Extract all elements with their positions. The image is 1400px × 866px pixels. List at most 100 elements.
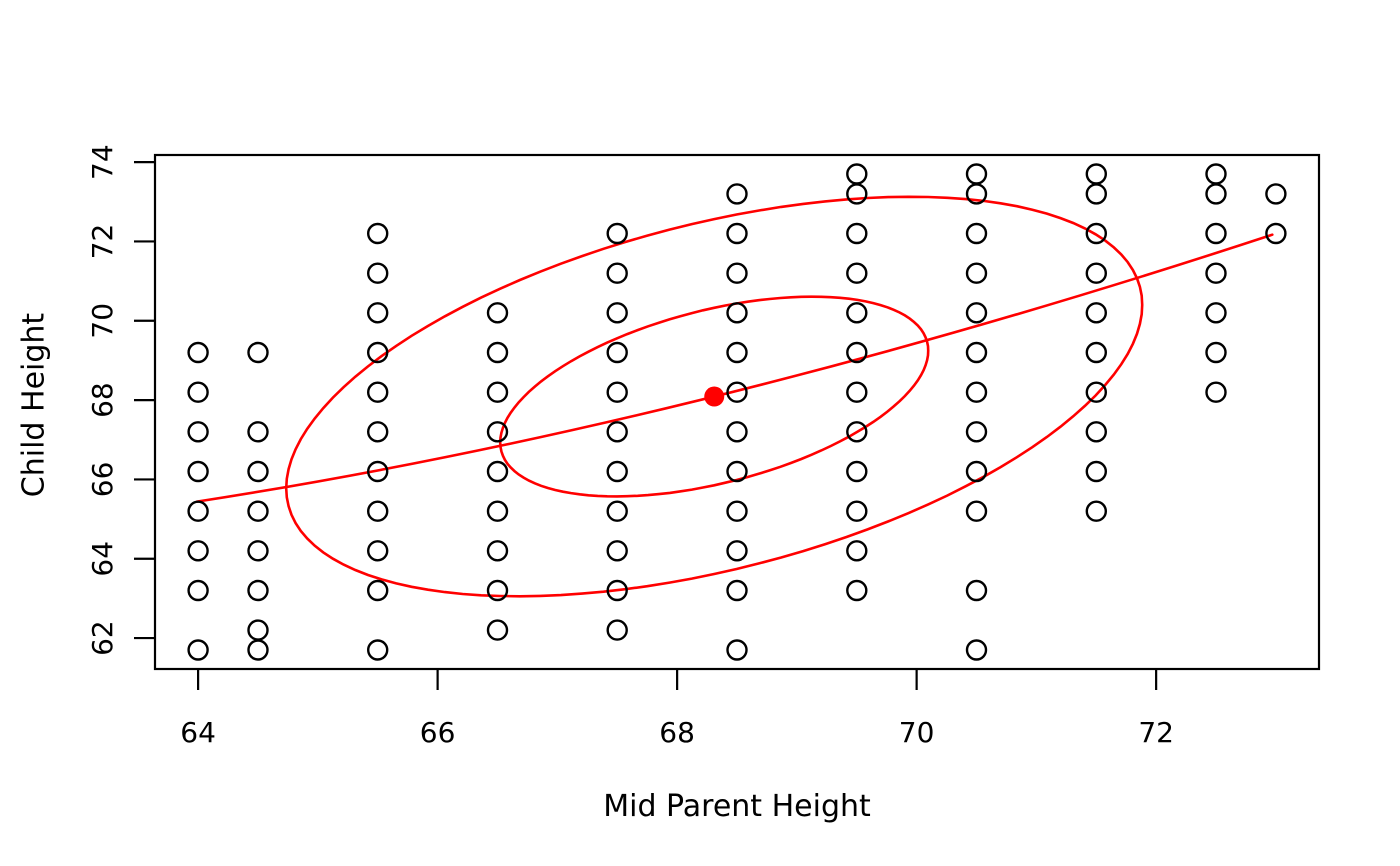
- data-point: [1265, 222, 1287, 245]
- data-point: [486, 619, 509, 641]
- x-tick-label: 72: [1138, 716, 1174, 749]
- y-axis-title: Child Height: [16, 312, 52, 498]
- data-point: [606, 579, 628, 602]
- data-point: [965, 262, 988, 284]
- data-point: [187, 639, 209, 661]
- x-tick-label: 70: [899, 716, 935, 749]
- data-point: [606, 540, 628, 562]
- data-point: [247, 341, 269, 364]
- data-point: [367, 579, 389, 602]
- data-point: [247, 500, 269, 522]
- data-point: [187, 381, 209, 403]
- data-point: [846, 222, 868, 245]
- data-point: [965, 639, 988, 661]
- data-point: [367, 500, 389, 522]
- data-point: [247, 421, 269, 443]
- data-point: [726, 579, 748, 602]
- data-point: [1085, 341, 1108, 364]
- data-point: [846, 500, 868, 522]
- x-tick-label: 66: [420, 716, 456, 749]
- data-point: [965, 381, 988, 403]
- y-tick-label: 68: [86, 382, 119, 418]
- data-point: [965, 222, 988, 245]
- data-point: [606, 460, 628, 483]
- data-point: [846, 163, 868, 185]
- data-point: [367, 381, 389, 403]
- data-point: [1085, 421, 1108, 443]
- data-point: [606, 222, 628, 245]
- data-point: [726, 500, 748, 522]
- data-point: [486, 381, 509, 403]
- data-point: [247, 540, 269, 562]
- data-point: [726, 540, 748, 562]
- data-point: [1085, 163, 1108, 185]
- data-point: [1205, 262, 1227, 284]
- data-point: [367, 341, 389, 364]
- data-point: [606, 262, 628, 284]
- data-point: [965, 579, 988, 602]
- data-point: [1085, 262, 1108, 284]
- data-point: [606, 381, 628, 403]
- data-point: [846, 579, 868, 602]
- data-point: [247, 579, 269, 602]
- data-point: [726, 302, 748, 324]
- data-point: [846, 540, 868, 562]
- data-point: [1205, 163, 1227, 185]
- data-point: [187, 460, 209, 483]
- data-point: [606, 500, 628, 522]
- data-point: [606, 302, 628, 324]
- data-point: [187, 421, 209, 443]
- data-point: [486, 460, 509, 483]
- data-point: [965, 302, 988, 324]
- data-point: [726, 341, 748, 364]
- data-point: [486, 421, 509, 443]
- data-point: [965, 341, 988, 364]
- y-tick-label: 72: [86, 224, 119, 260]
- data-point: [726, 460, 748, 483]
- data-point: [726, 222, 748, 245]
- data-point: [726, 421, 748, 443]
- data-point: [486, 579, 509, 602]
- data-point: [1265, 183, 1287, 205]
- data-point: [846, 460, 868, 483]
- data-point: [486, 341, 509, 364]
- data-point: [367, 421, 389, 443]
- data-point: [726, 183, 748, 205]
- data-point: [1085, 222, 1108, 245]
- data-point: [486, 302, 509, 324]
- y-tick-label: 66: [86, 462, 119, 498]
- data-point: [606, 341, 628, 364]
- data-point: [846, 381, 868, 403]
- data-point: [965, 460, 988, 483]
- data-point: [187, 500, 209, 522]
- y-tick-label: 74: [86, 144, 119, 180]
- data-point: [846, 341, 868, 364]
- x-axis-title: Mid Parent Height: [603, 789, 871, 824]
- data-point: [367, 302, 389, 324]
- data-point: [1205, 222, 1227, 245]
- data-point: [606, 619, 628, 641]
- data-point: [247, 460, 269, 483]
- data-point: [367, 460, 389, 483]
- data-point: [1085, 183, 1108, 205]
- data-point: [187, 341, 209, 364]
- data-point: [1205, 341, 1227, 364]
- data-point: [247, 639, 269, 661]
- data-point: [187, 540, 209, 562]
- data-point: [486, 540, 509, 562]
- data-point: [846, 421, 868, 443]
- data-point: [965, 163, 988, 185]
- data-point: [606, 421, 628, 443]
- y-tick-label: 62: [86, 620, 119, 656]
- y-tick-label: 70: [86, 303, 119, 339]
- data-point: [1205, 381, 1227, 403]
- data-point: [726, 381, 748, 403]
- data-point: [1205, 302, 1227, 324]
- y-tick-label: 64: [86, 541, 119, 577]
- data-point: [846, 183, 868, 205]
- data-point: [1205, 183, 1227, 205]
- data-ellipse-1sd: [498, 295, 930, 498]
- data-point: [726, 639, 748, 661]
